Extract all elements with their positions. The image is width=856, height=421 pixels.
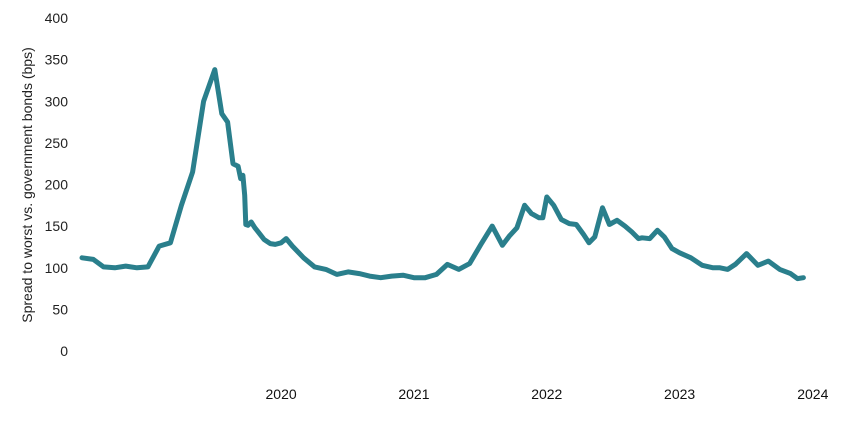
y-tick-label: 0: [60, 343, 68, 359]
y-axis-label: Spread to worst vs. government bonds (bp…: [19, 47, 35, 322]
x-tick-label: 2021: [398, 386, 429, 402]
y-tick-label: 250: [45, 135, 69, 151]
y-tick-label: 400: [45, 10, 69, 26]
y-tick-label: 300: [45, 93, 69, 109]
y-tick-labels: 0 50 100 150 200 250 300 350 400: [45, 10, 69, 359]
y-tick-label: 150: [45, 218, 69, 234]
y-tick-label: 350: [45, 52, 69, 68]
x-tick-label: 2023: [664, 386, 695, 402]
x-tick-label: 2022: [531, 386, 562, 402]
x-tick-label: 2024: [797, 386, 828, 402]
x-tick-label: 2020: [266, 386, 297, 402]
y-tick-label: 200: [45, 177, 69, 193]
x-tick-labels: 2020 2021 2022 2023 2024: [266, 386, 829, 402]
series-line: [79, 67, 806, 282]
series-group: [79, 67, 806, 282]
y-tick-label: 100: [45, 260, 69, 276]
y-tick-label: 50: [52, 301, 68, 317]
